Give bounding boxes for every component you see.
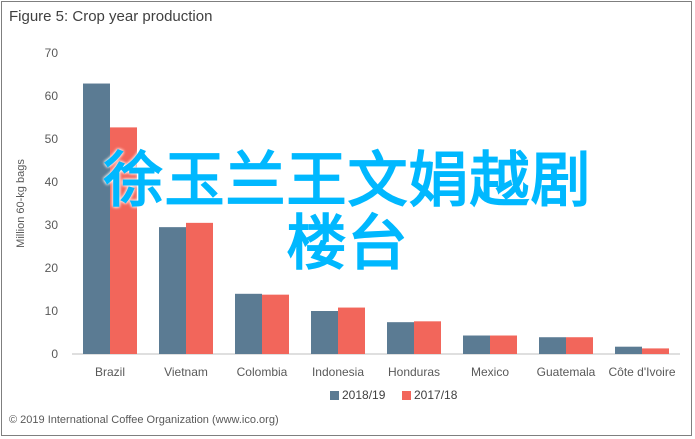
x-tick-label: Honduras	[388, 365, 440, 379]
chart-title: Figure 5: Crop year production	[9, 8, 213, 25]
bar-series1	[615, 346, 642, 354]
x-tick-label: Guatemala	[537, 365, 596, 379]
y-tick-label: 30	[45, 218, 59, 232]
x-tick-label: Colombia	[237, 365, 288, 379]
x-tick-label: Brazil	[95, 365, 125, 379]
bar-series2	[186, 222, 213, 354]
x-tick-label: Mexico	[471, 365, 509, 379]
y-tick-label: 10	[45, 304, 59, 318]
legend-swatch	[330, 391, 339, 400]
copyright-footer: © 2019 International Coffee Organization…	[9, 414, 279, 426]
bar-series1	[387, 322, 414, 354]
bar-series2	[338, 307, 365, 354]
y-tick-label: 20	[45, 261, 59, 275]
bar-series2	[110, 127, 137, 354]
bar-series2	[566, 337, 593, 354]
bar-series1	[311, 311, 338, 354]
overlay-line-2: 楼台	[286, 209, 409, 279]
bar-series2	[490, 335, 517, 354]
overlay-line-1: 徐玉兰王文娟越剧	[103, 146, 592, 216]
legend-label: 2017/18	[414, 388, 458, 402]
y-tick-label: 0	[51, 347, 58, 361]
bar-series1	[463, 335, 490, 354]
legend-swatch	[402, 391, 411, 400]
y-tick-label: 50	[45, 132, 59, 146]
bar-series2	[642, 348, 669, 354]
y-tick-label: 70	[45, 46, 59, 60]
bar-series1	[235, 293, 262, 354]
x-tick-label: Indonesia	[312, 365, 364, 379]
bar-series2	[262, 294, 289, 354]
x-tick-label: Vietnam	[164, 365, 208, 379]
y-axis-label: Million 60-kg bags	[15, 159, 27, 248]
y-tick-label: 60	[45, 89, 59, 103]
overlay-watermark-text: 徐玉兰王文娟越剧 楼台	[0, 150, 695, 276]
bar-series1	[83, 83, 110, 354]
bar-series1	[539, 337, 566, 354]
legend-label: 2018/19	[342, 388, 386, 402]
bar-series2	[414, 321, 441, 354]
x-tick-label: Côte d'Ivoire	[609, 365, 676, 379]
bar-series1	[159, 227, 186, 354]
y-tick-label: 40	[45, 175, 59, 189]
